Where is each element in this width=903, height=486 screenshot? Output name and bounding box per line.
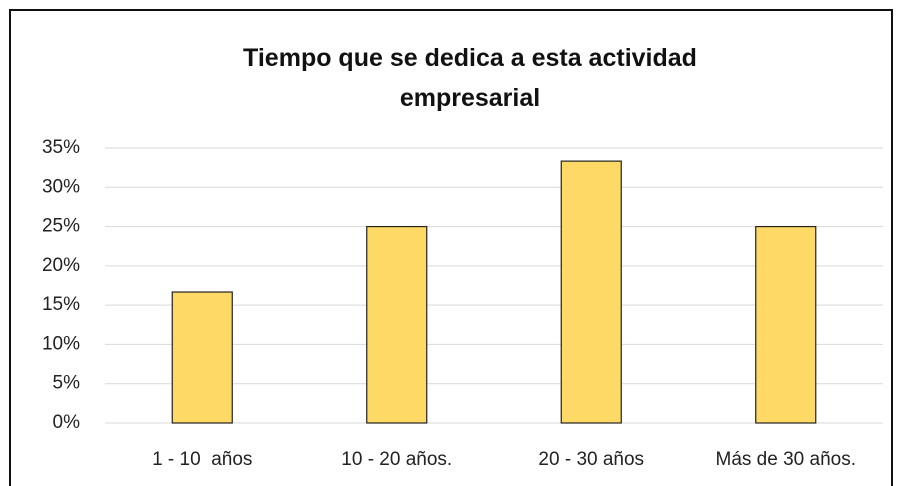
y-tick-label: 25%: [42, 216, 80, 237]
bar: [560, 160, 622, 424]
y-tick-label: 0%: [53, 412, 81, 433]
bar: [171, 291, 233, 424]
chart-frame: [9, 9, 893, 486]
x-tick-label: 1 - 10 años: [152, 449, 252, 470]
y-tick-label: 30%: [42, 176, 80, 197]
y-tick-label: 35%: [42, 137, 80, 158]
y-tick-label: 10%: [42, 333, 80, 354]
x-tick-label: Más de 30 años.: [716, 449, 856, 470]
y-tick-label: 5%: [53, 373, 81, 394]
y-tick-label: 15%: [42, 294, 80, 315]
x-tick-label: 20 - 30 años: [538, 449, 644, 470]
bar: [755, 225, 817, 424]
chart-title: Tiempo que se dedica a esta actividad em…: [243, 44, 697, 112]
x-tick-label: 10 - 20 años.: [341, 449, 452, 470]
bar: [366, 225, 428, 424]
y-tick-label: 20%: [42, 255, 80, 276]
